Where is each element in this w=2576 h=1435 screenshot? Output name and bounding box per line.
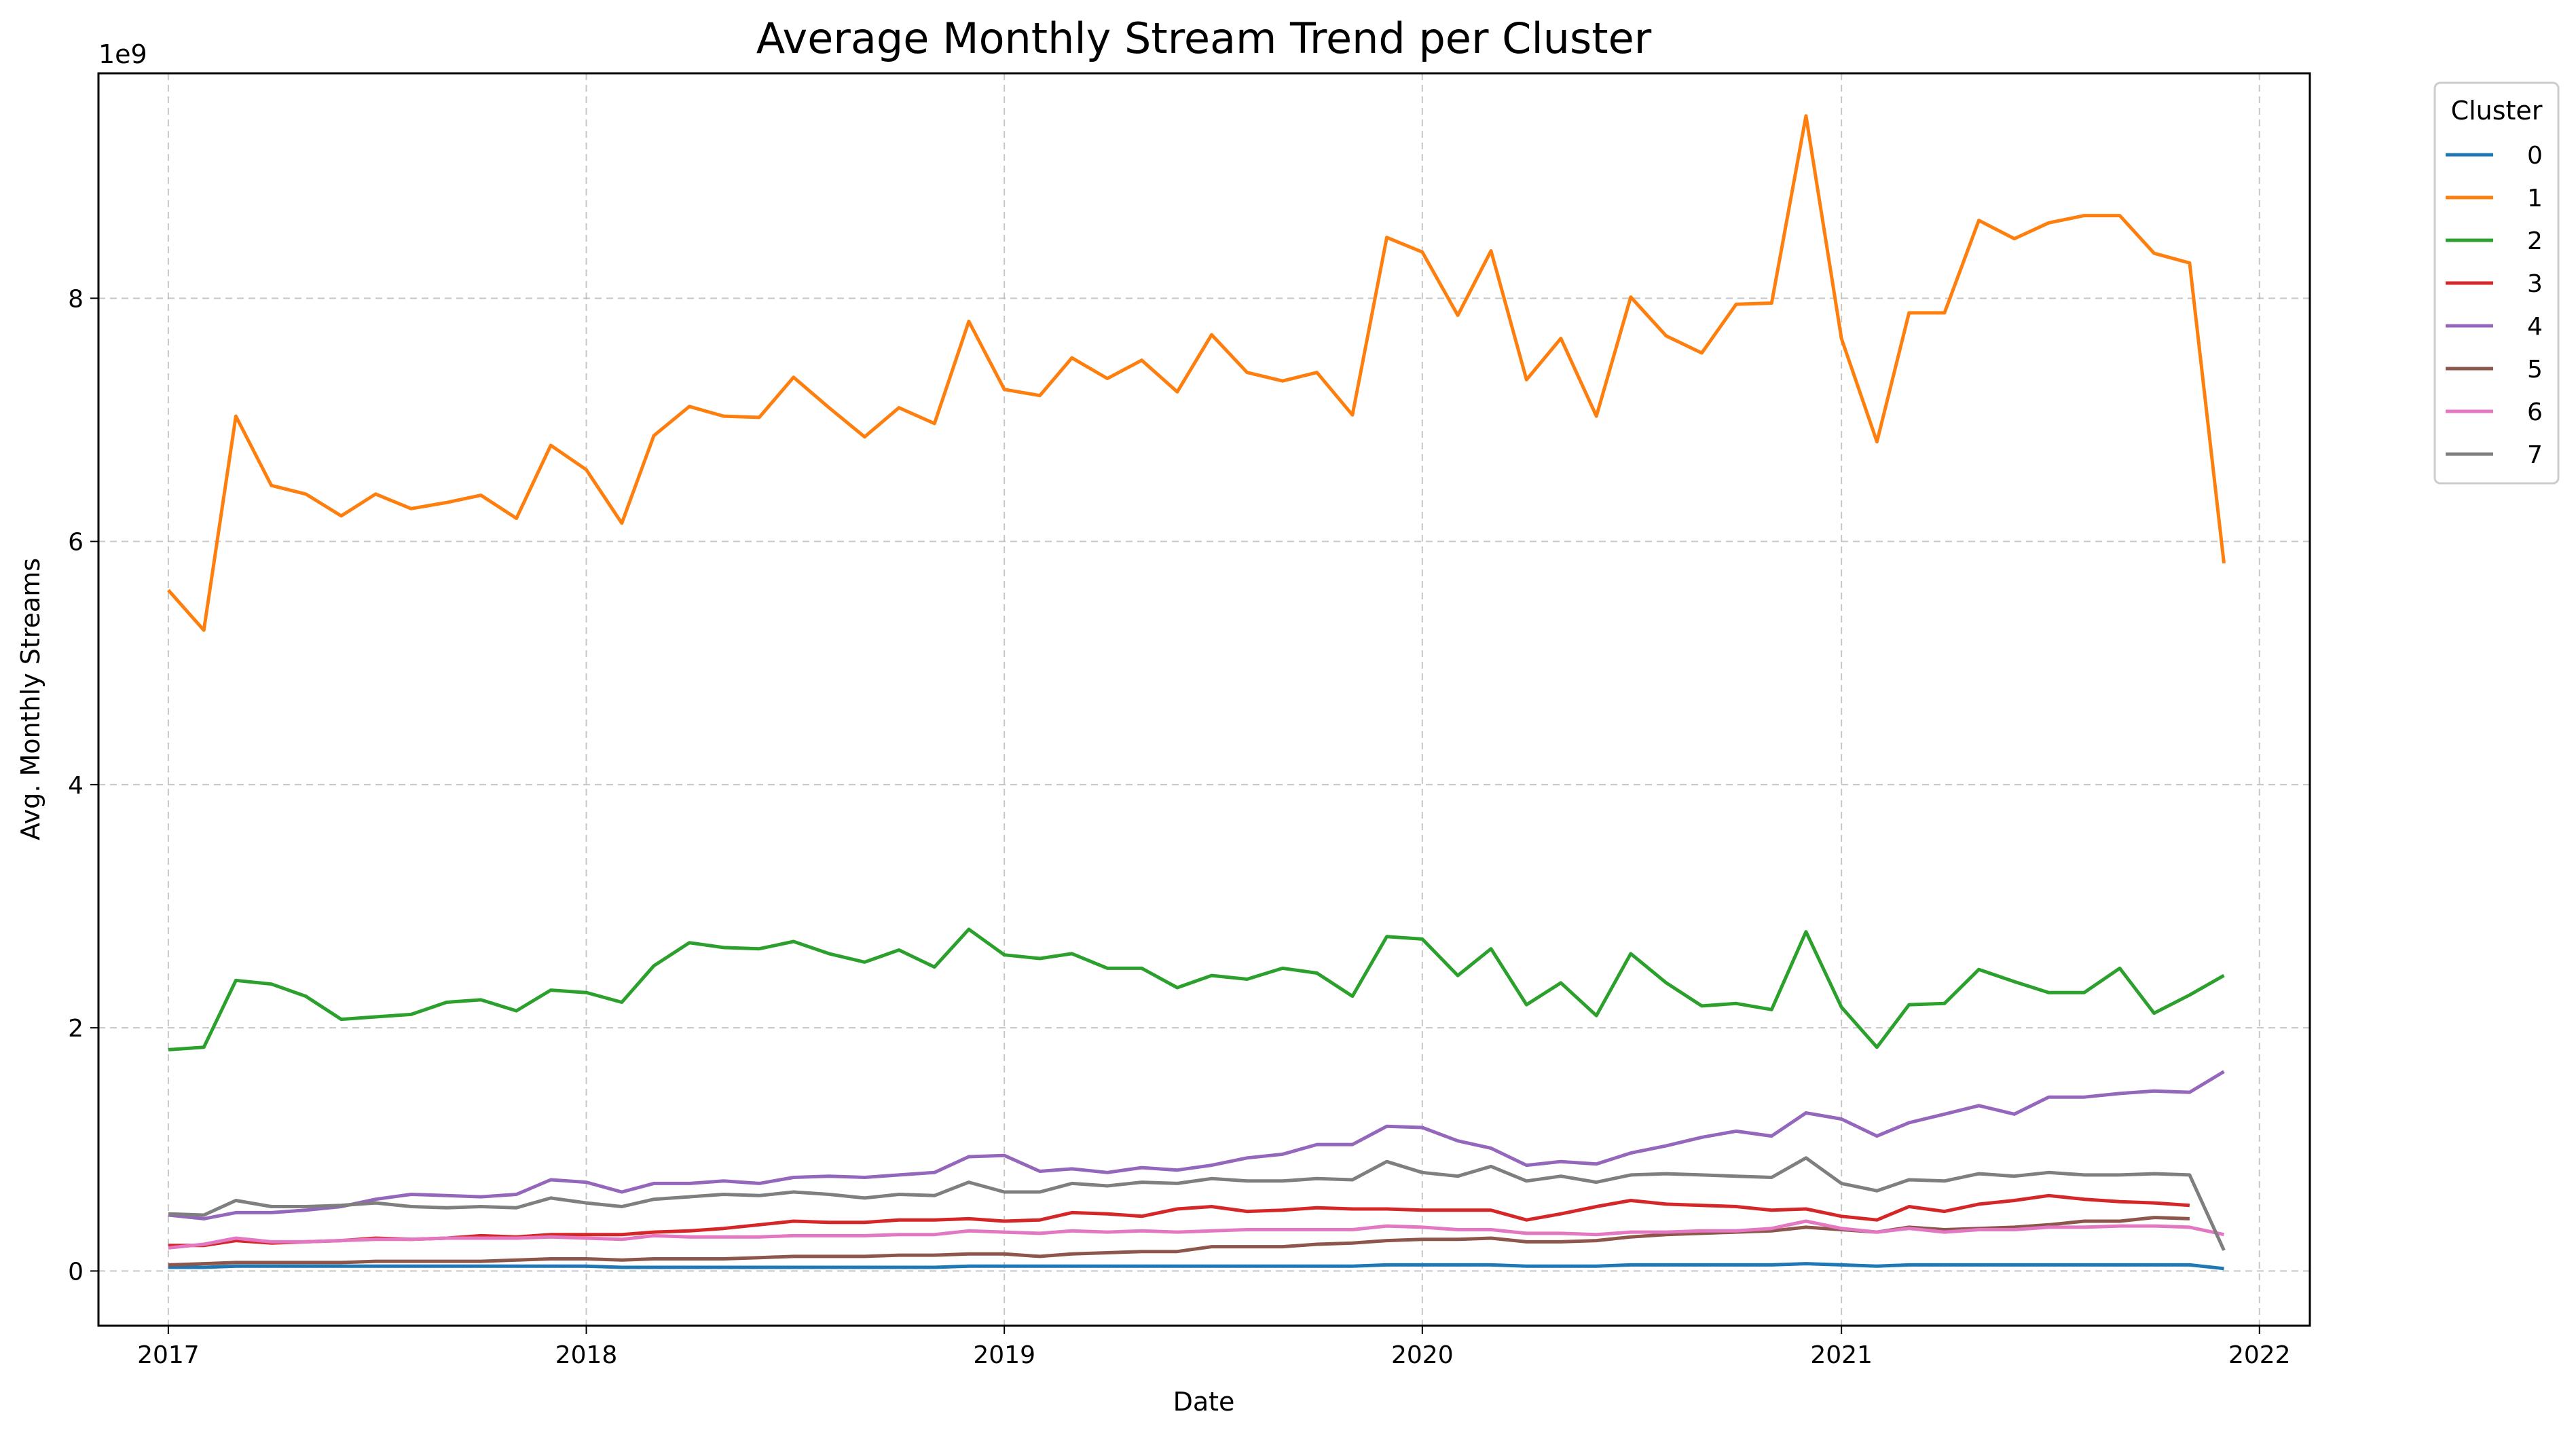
y-tick-label: 2 xyxy=(68,1015,84,1043)
x-tick-label: 2017 xyxy=(137,1341,200,1369)
legend-label-4: 4 xyxy=(2527,313,2543,341)
series-line-cluster-0 xyxy=(168,1262,2224,1271)
legend-label-7: 7 xyxy=(2527,441,2543,469)
grid xyxy=(98,73,2310,1326)
legend-label-3: 3 xyxy=(2527,270,2543,298)
legend-frame xyxy=(2433,81,2560,485)
series-line-cluster-2 xyxy=(168,927,2225,1051)
legend: Cluster 0 1 2 3 4 5 6 7 xyxy=(2433,81,2560,485)
series-line-cluster-7 xyxy=(168,1156,2226,1251)
x-tick-label: 2020 xyxy=(1391,1341,1454,1369)
x-tick-label: 2021 xyxy=(1810,1341,1873,1369)
y-axis: 0 2 4 6 8 xyxy=(68,285,98,1286)
legend-label-5: 5 xyxy=(2527,356,2543,384)
y-tick-label: 0 xyxy=(68,1258,84,1286)
y-tick-label: 8 xyxy=(68,285,84,313)
y-tick-label: 6 xyxy=(68,529,84,557)
legend-title: Cluster xyxy=(2451,96,2543,126)
legend-label-0: 0 xyxy=(2527,142,2543,170)
x-tick-label: 2019 xyxy=(973,1341,1035,1369)
series-group xyxy=(167,114,2226,1271)
y-axis-label: Avg. Monthly Streams xyxy=(16,558,45,840)
plot-frame xyxy=(97,72,2311,1327)
x-axis: 2017 2018 2019 2020 2021 2022 xyxy=(137,1326,2291,1369)
x-axis-label: Date xyxy=(1173,1387,1235,1417)
y-tick-label: 4 xyxy=(68,772,84,800)
chart-title: Average Monthly Stream Trend per Cluster xyxy=(756,14,1652,63)
legend-label-2: 2 xyxy=(2527,227,2543,255)
x-tick-label: 2022 xyxy=(2228,1341,2291,1369)
series-line-cluster-1 xyxy=(167,114,2226,632)
legend-label-1: 1 xyxy=(2527,185,2543,212)
legend-label-6: 6 xyxy=(2527,398,2543,426)
series-line-cluster-4 xyxy=(168,1070,2225,1220)
x-tick-label: 2018 xyxy=(555,1341,618,1369)
series-line-cluster-6 xyxy=(168,1219,2225,1250)
y-offset-label: 1e9 xyxy=(98,39,147,69)
